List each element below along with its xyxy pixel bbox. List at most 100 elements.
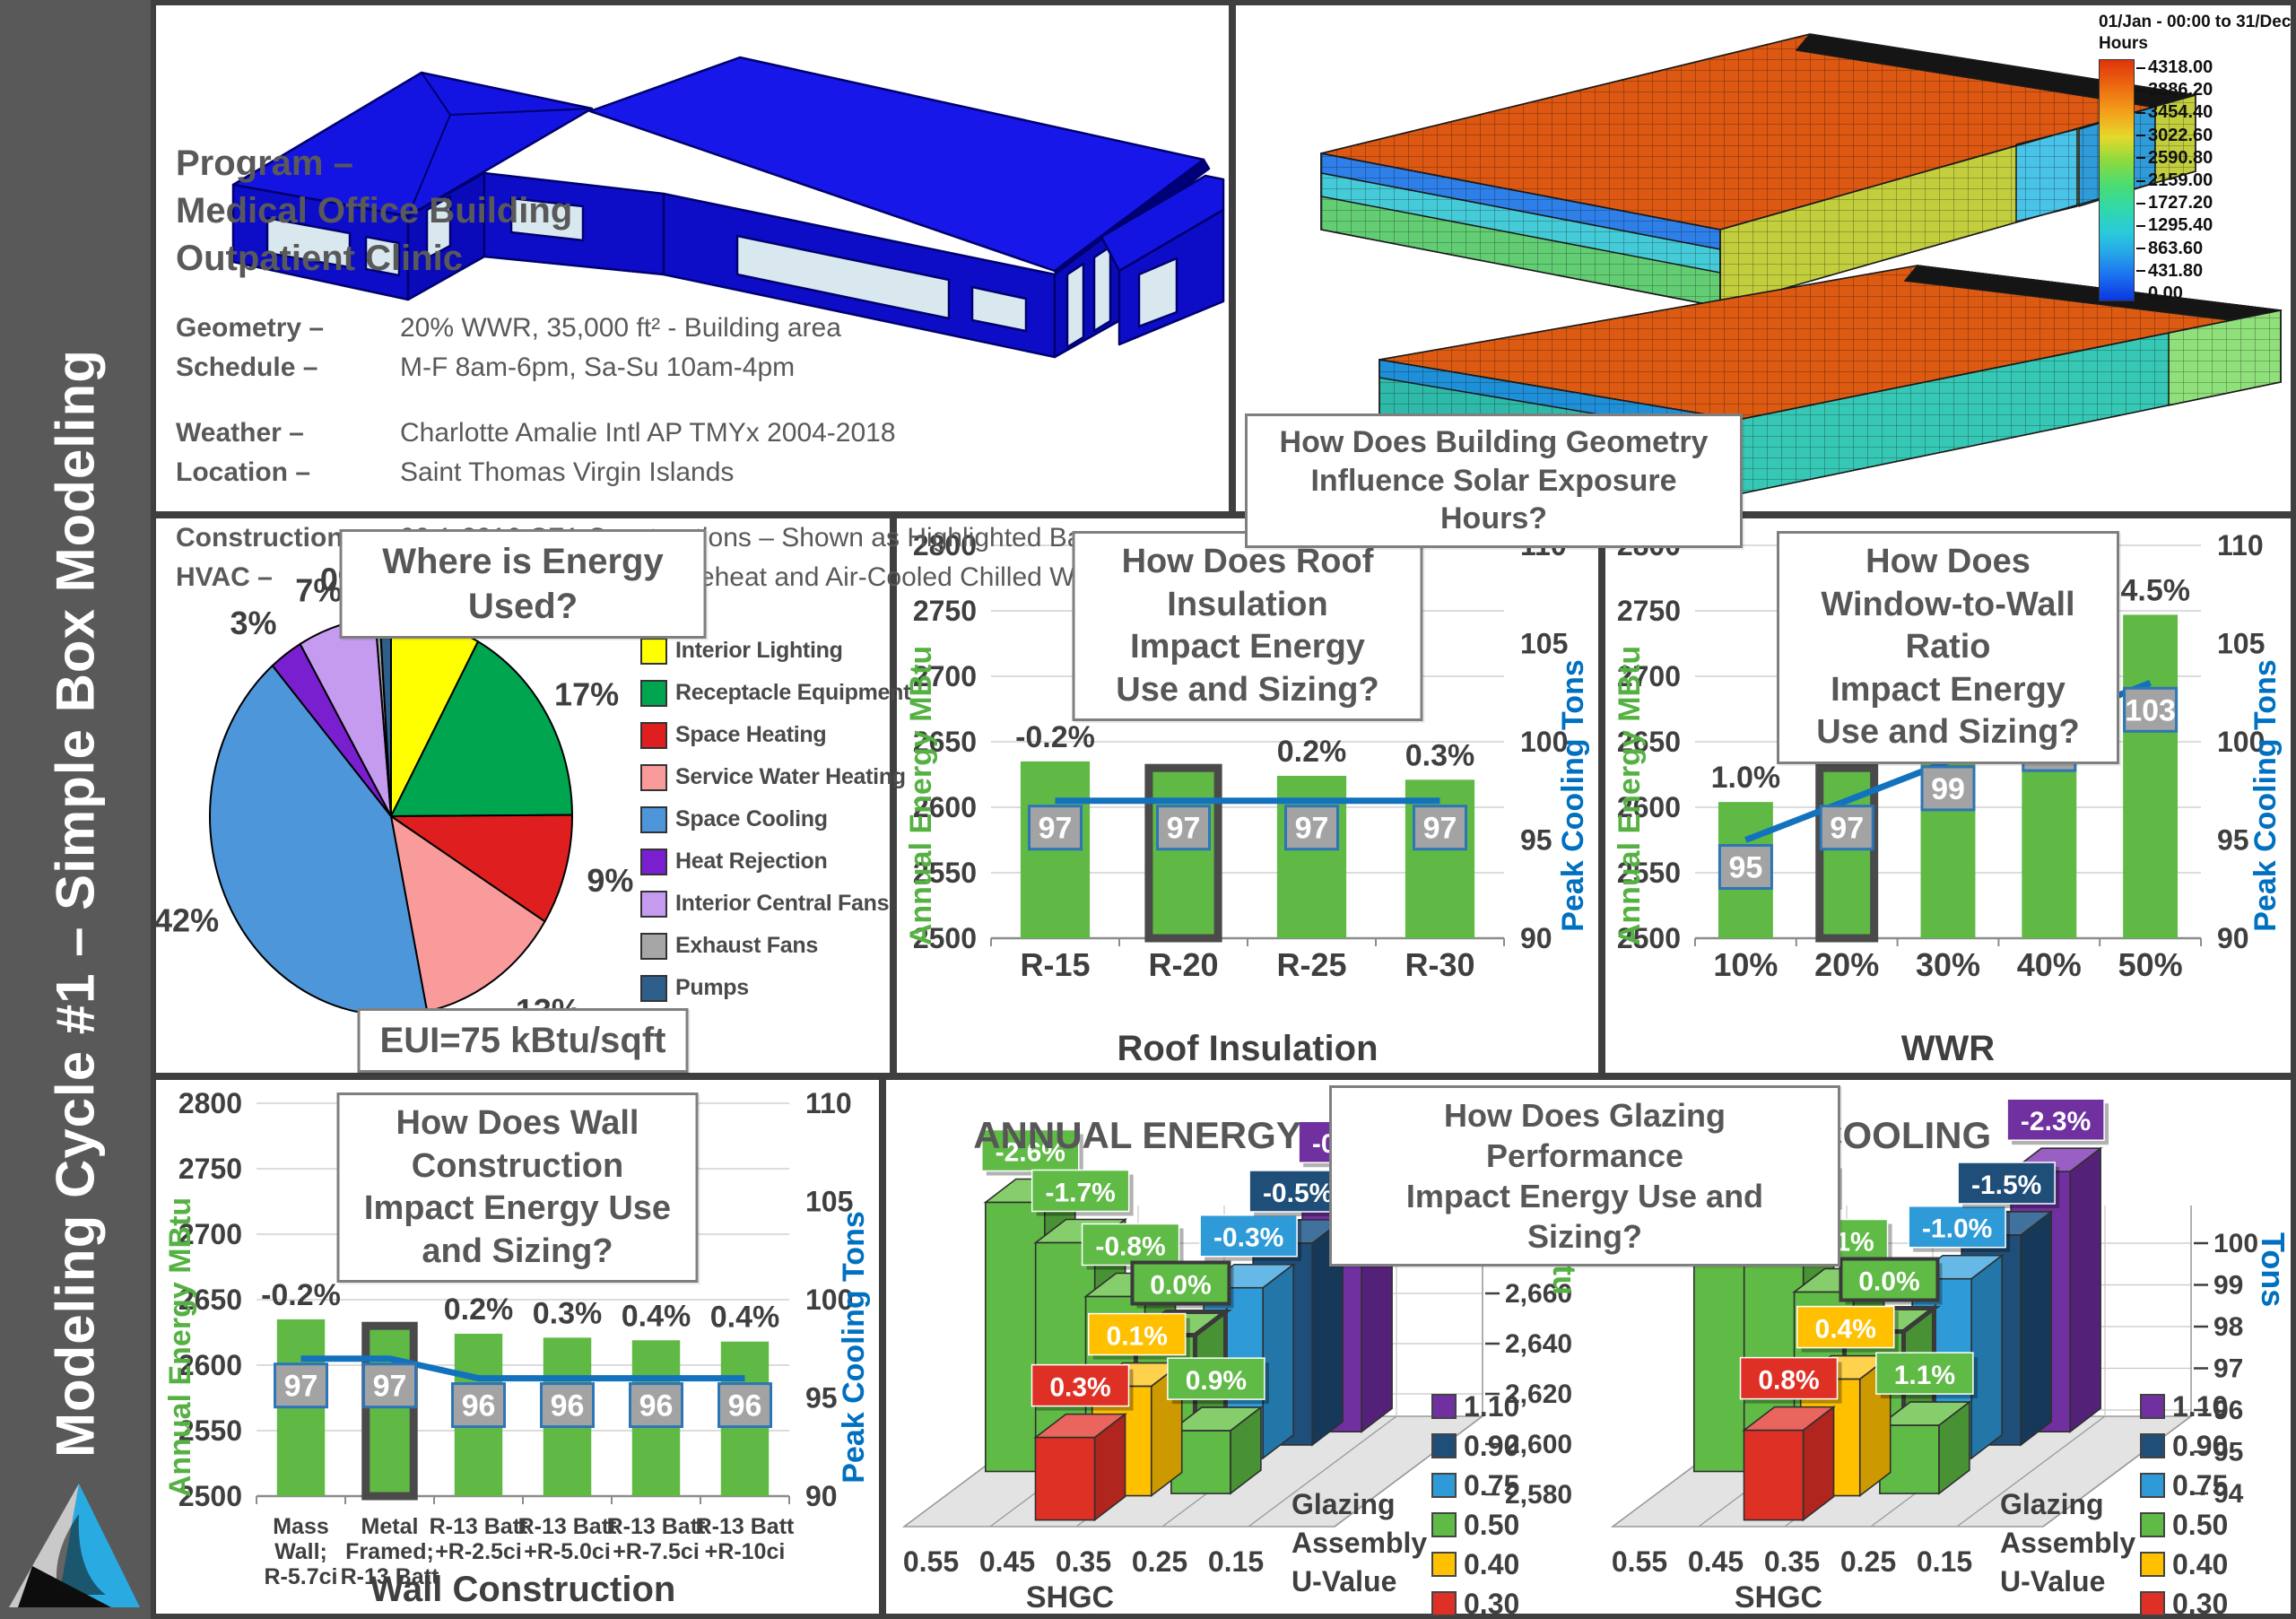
svg-text:100: 100 <box>2217 726 2265 758</box>
wall-right-axis-label: Peak Cooling Tons <box>837 1210 871 1484</box>
spec-row: Geometry – 20% WWR, 35,000 ft² - Building… <box>176 309 1120 348</box>
svg-text:2650: 2650 <box>1617 726 1681 758</box>
svg-text:2700: 2700 <box>913 660 977 692</box>
svg-text:1.0%: 1.0% <box>1711 761 1781 795</box>
svg-text:95: 95 <box>1728 851 1762 885</box>
svg-text:2600: 2600 <box>178 1349 242 1381</box>
legend-item: 0.75 <box>1431 1466 1519 1505</box>
wwr-left-axis-label: Annual Energy MBtu <box>1613 645 1647 946</box>
svg-text:96: 96 <box>2213 1396 2243 1425</box>
legend-item: Space Cooling <box>640 798 910 840</box>
legend-item: 1.10 <box>2140 1387 2228 1426</box>
svg-text:105: 105 <box>1520 628 1568 660</box>
svg-text:100: 100 <box>1520 726 1568 758</box>
svg-text:40%: 40% <box>2017 946 2082 983</box>
eui-caption: EUI=75 kBtu/sqft <box>357 1008 689 1073</box>
svg-text:0.0%: 0.0% <box>1858 1267 1919 1297</box>
svg-text:30%: 30% <box>1916 946 1980 983</box>
legend-label: Interior Lighting <box>675 638 843 663</box>
svg-text:Mass: Mass <box>273 1514 329 1539</box>
svg-text:103: 103 <box>2125 693 2176 727</box>
hours-colorbar: 01/Jan - 00:00 to 31/Dec - 23:00 Hours 4… <box>2099 13 2296 302</box>
svg-text:R-13 Batt: R-13 Batt <box>607 1514 706 1539</box>
colorbar-tick: 1295.40 <box>2136 216 2213 234</box>
svg-text:96: 96 <box>462 1389 496 1423</box>
legend-item: 0.50 <box>1431 1505 1519 1545</box>
svg-text:0.3%: 0.3% <box>1405 738 1475 772</box>
colorbar-tick: 431.80 <box>2136 262 2213 280</box>
spec-value: M-F 8am-6pm, Sa-Su 10am-4pm <box>400 352 796 382</box>
glazing-panel: How Does Glazing Performance Impact Ener… <box>886 1080 2292 1619</box>
spec-label: Weather – <box>176 418 304 448</box>
svg-text:-4.5%: -4.5% <box>2110 573 2190 607</box>
svg-text:Framed;: Framed; <box>345 1539 434 1564</box>
svg-text:110: 110 <box>2217 529 2264 561</box>
svg-text:99: 99 <box>1931 772 1965 806</box>
legend-label: 0.50 <box>2172 1508 2229 1541</box>
legend-item: Service Water Heating <box>640 756 910 798</box>
spec-value: Saint Thomas Virgin Islands <box>400 457 735 487</box>
svg-text:+R-7.5ci: +R-7.5ci <box>613 1539 700 1564</box>
legend-item: Pumps <box>640 967 910 1009</box>
wwr-right-axis-label: Peak Cooling Tons <box>2248 659 2283 932</box>
roof-bar-chart: 2500255026002650270027502800909510010511… <box>913 529 1569 1068</box>
svg-text:R-13 Batt: R-13 Batt <box>341 1564 439 1589</box>
svg-text:97: 97 <box>1039 812 1073 846</box>
legend-label: 0.30 <box>1464 1587 1520 1619</box>
svg-text:2800: 2800 <box>178 1087 242 1119</box>
svg-text:-0.2%: -0.2% <box>261 1278 341 1312</box>
legend-swatch <box>2140 1394 2165 1419</box>
svg-text:+R-2.5ci: +R-2.5ci <box>435 1539 522 1564</box>
svg-text:10%: 10% <box>1713 946 1778 983</box>
legend-label: Service Water Heating <box>675 764 906 789</box>
svg-text:R-13 Batt: R-13 Batt <box>518 1514 617 1539</box>
colorbar-tick: 3454.40 <box>2136 103 2213 121</box>
legend-item: Receptacle Equipment <box>640 672 910 714</box>
legend-label: 1.10 <box>1464 1389 1520 1423</box>
legend-swatch <box>640 932 667 960</box>
spec-group: Weather – Charlotte Amalie Intl AP TMYx 2… <box>176 413 1120 492</box>
legend-item: Heat Rejection <box>640 840 910 883</box>
legend-label: 0.90 <box>2172 1429 2229 1462</box>
svg-text:0.15: 0.15 <box>1208 1545 1264 1578</box>
legend-item: 0.75 <box>2140 1466 2228 1505</box>
svg-text:0.1%: 0.1% <box>1107 1322 1168 1352</box>
svg-text:110: 110 <box>805 1087 852 1119</box>
legend-swatch <box>1431 1394 1457 1419</box>
svg-text:Roof Insulation: Roof Insulation <box>1117 1029 1378 1068</box>
legend-swatch <box>1431 1552 1457 1577</box>
svg-text:90: 90 <box>1520 922 1552 954</box>
svg-text:2600: 2600 <box>913 791 977 823</box>
svg-text:97: 97 <box>373 1370 407 1404</box>
spec-row: Location – Saint Thomas Virgin Islands <box>176 453 1120 492</box>
legend-item: 1.10 <box>1431 1387 1519 1426</box>
legend-swatch <box>2140 1512 2165 1537</box>
svg-text:0.4%: 0.4% <box>710 1301 780 1335</box>
program-title-line: Outpatient Clinic <box>176 238 463 278</box>
svg-text:2,660: 2,660 <box>1505 1279 1572 1309</box>
svg-text:2,620: 2,620 <box>1505 1380 1572 1409</box>
svg-text:0.2%: 0.2% <box>444 1293 514 1327</box>
svg-text:0.55: 0.55 <box>903 1545 959 1578</box>
svg-text:R-30: R-30 <box>1405 946 1474 983</box>
svg-text:95: 95 <box>1520 824 1552 857</box>
uvalue-legend: 1.10 0.90 0.75 0.50 0.40 0.30 <box>2140 1387 2228 1619</box>
svg-text:0.45: 0.45 <box>1688 1545 1744 1578</box>
program-specs: Geometry – 20% WWR, 35,000 ft² - Building… <box>176 309 1120 596</box>
svg-text:90: 90 <box>805 1480 838 1512</box>
svg-text:99: 99 <box>2213 1271 2243 1301</box>
roof-chart-title: How Does Roof Insulation Impact Energy U… <box>1072 531 1423 721</box>
svg-text:100: 100 <box>2213 1229 2258 1258</box>
legend-item: 0.30 <box>2140 1584 2228 1619</box>
legend-swatch <box>640 890 667 918</box>
legend-item: 0.30 <box>1431 1584 1519 1619</box>
svg-text:-2.6%: -2.6% <box>996 1138 1065 1168</box>
svg-text:2,600: 2,600 <box>1505 1430 1572 1459</box>
program-panel: Program – Medical Office Building Outpat… <box>156 5 1229 592</box>
company-logo-icon <box>9 1484 140 1607</box>
svg-text:0.4%: 0.4% <box>1815 1315 1876 1345</box>
building-model-blue <box>231 56 1225 359</box>
svg-text:0.9%: 0.9% <box>1186 1366 1247 1396</box>
svg-text:0.4%: 0.4% <box>622 1299 691 1333</box>
